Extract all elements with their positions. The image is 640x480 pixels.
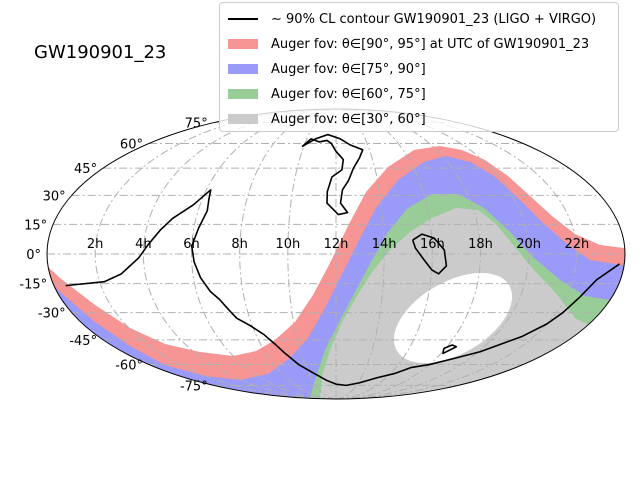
fov-inner-hole xyxy=(393,272,513,364)
legend-item-fov-90-95: Auger fov: θ∈[90°, 95°] at UTC of GW1909… xyxy=(228,34,589,54)
legend-swatch-gray xyxy=(228,114,258,124)
legend-line-swatch xyxy=(228,18,258,20)
dec-tick-label: 30° xyxy=(43,189,66,204)
legend-item-fov-75-90: Auger fov: θ∈[75°, 90°] xyxy=(228,59,426,79)
ra-tick-label: 12h xyxy=(324,237,349,252)
legend: ∼ 90% CL contour GW190901_23 (LIGO + VIR… xyxy=(219,2,619,132)
dec-tick-label: 45° xyxy=(74,162,97,177)
grid-meridian xyxy=(335,109,433,399)
dec-tick-label: -60° xyxy=(115,359,143,374)
legend-item-contour: ∼ 90% CL contour GW190901_23 (LIGO + VIR… xyxy=(228,9,596,29)
dec-tick-label: -30° xyxy=(38,307,66,322)
ra-tick-label: 10h xyxy=(275,237,300,252)
gw-contour-group xyxy=(65,133,620,387)
dec-tick-labels: 75° 60° 45° 30° 15° 0° -15° -30°-45° -60° -75° xyxy=(19,117,207,395)
grid-meridian xyxy=(335,109,530,399)
grid-meridian xyxy=(94,109,337,399)
chart-title: GW190901_23 xyxy=(34,42,166,63)
ra-tick-label: 6h xyxy=(183,237,200,252)
grid-meridian xyxy=(239,109,337,399)
legend-swatch-blue xyxy=(228,64,258,74)
ra-tick-label: 8h xyxy=(231,237,248,252)
gw-contour-4 xyxy=(442,344,458,355)
legend-label-fov-60-75: Auger fov: θ∈[60°, 75°] xyxy=(271,86,426,102)
dec-tick-label: -75° xyxy=(180,379,208,394)
dec-tick-label: -15° xyxy=(19,278,47,293)
legend-item-fov-60-75: Auger fov: θ∈[60°, 75°] xyxy=(228,84,426,104)
gw-contour-3 xyxy=(411,233,448,275)
ra-tick-labels: 2h 4h 6h 8h 10h 12h 14h 16h 18h 20h 22h xyxy=(87,237,589,252)
gw-contour-1 xyxy=(65,189,620,387)
dec-tick-label: 15° xyxy=(24,218,47,233)
legend-label-contour: ∼ 90% CL contour GW190901_23 (LIGO + VIR… xyxy=(271,11,597,27)
legend-swatch-red xyxy=(228,39,258,49)
ra-tick-label: 16h xyxy=(420,237,445,252)
ra-tick-label: 20h xyxy=(516,237,541,252)
legend-label-fov-30-60: Auger fov: θ∈[30°, 60°] xyxy=(271,111,426,127)
grid-meridian xyxy=(190,109,337,399)
dec-tick-label: 0° xyxy=(26,248,41,263)
ra-tick-label: 14h xyxy=(372,237,397,252)
dec-tick-label: 60° xyxy=(120,137,143,152)
legend-swatch-green xyxy=(228,89,258,99)
ra-tick-label: 2h xyxy=(87,237,104,252)
grid-meridian xyxy=(335,109,385,399)
legend-label-fov-75-90: Auger fov: θ∈[75°, 90°] xyxy=(271,61,426,77)
ra-tick-label: 4h xyxy=(135,237,152,252)
dec-tick-label: 75° xyxy=(185,117,208,132)
fov-bands xyxy=(47,146,625,399)
ra-tick-label: 18h xyxy=(468,237,493,252)
legend-item-fov-30-60: Auger fov: θ∈[30°, 60°] xyxy=(228,109,426,129)
legend-label-fov-90-95: Auger fov: θ∈[90°, 95°] at UTC of GW1909… xyxy=(271,36,590,52)
gw-contour-2 xyxy=(301,133,364,216)
grid-meridian xyxy=(142,109,337,399)
dec-tick-label: -45° xyxy=(69,334,97,349)
grid-meridian xyxy=(335,109,578,399)
ra-tick-label: 22h xyxy=(564,237,589,252)
graticule xyxy=(47,109,625,399)
